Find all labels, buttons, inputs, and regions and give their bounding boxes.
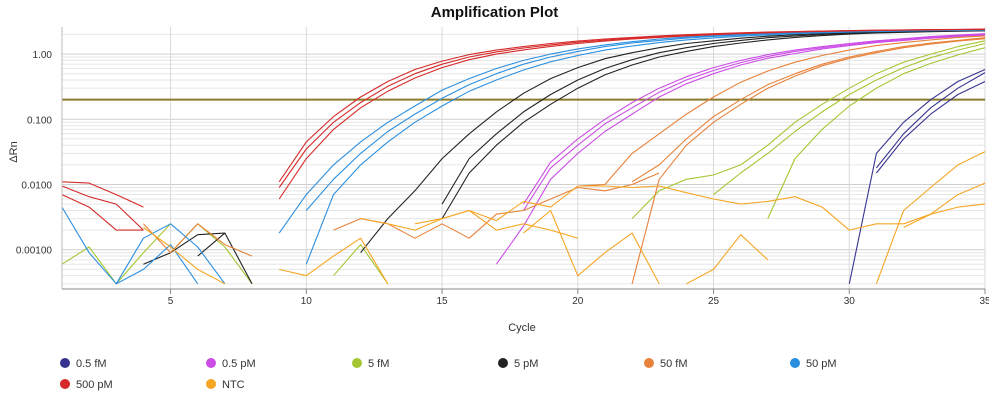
legend-item[interactable]: 500 pM: [60, 379, 113, 391]
curve-50-fm: [333, 172, 660, 239]
curve-ntc: [414, 185, 986, 231]
axes: 5 10 15 20 25 30 35 0.00100 0.0100 0.100 1.00: [16, 27, 989, 307]
legend-label: 50 fM: [660, 358, 688, 370]
legend-marker: [206, 358, 216, 368]
legend-item[interactable]: 0.5 pM: [206, 358, 256, 370]
legend-label: NTC: [222, 379, 245, 391]
legend-label: 0.5 fM: [76, 358, 107, 370]
y-axis-label: ΔRn: [8, 141, 20, 162]
legend-label: 5 fM: [368, 358, 390, 370]
gridlines: [62, 27, 986, 289]
curve-ntc: [279, 237, 389, 285]
curve-ntc: [686, 234, 769, 285]
legend-label: 0.5 pM: [222, 358, 256, 370]
legend-label: 5 pM: [514, 358, 539, 370]
curve-50-fm: [631, 38, 986, 284]
x-tick-label: 10: [301, 296, 313, 307]
curve-0-5-fm: [848, 68, 986, 284]
curve-5-fm: [333, 244, 389, 285]
x-tick-label: 20: [572, 296, 584, 307]
y-tick-label: 0.100: [27, 115, 52, 126]
curve-50-pm: [116, 244, 199, 285]
curve-50-fm: [142, 223, 253, 257]
legend-label: 50 pM: [806, 358, 837, 370]
curve-5-fm: [631, 40, 986, 219]
curve-500-pm: [61, 185, 144, 231]
curve-0-5-pm: [523, 33, 986, 211]
x-tick-label: 5: [168, 296, 174, 307]
curve-ntc: [875, 151, 986, 284]
curve-50-fm: [631, 37, 986, 183]
curve-50-pm: [305, 29, 986, 265]
legend-item[interactable]: 50 pM: [790, 358, 837, 370]
curve-500-pm: [61, 194, 144, 231]
legend-marker: [60, 358, 70, 368]
legend-marker: [352, 358, 362, 368]
legend-marker: [790, 358, 800, 368]
curve-0-5-fm: [875, 81, 986, 174]
curve-ntc: [523, 209, 660, 285]
legend-marker: [206, 379, 216, 389]
legend-item[interactable]: 5 fM: [352, 358, 389, 370]
curve-50-fm: [577, 35, 986, 187]
legend-marker: [60, 379, 70, 389]
legend-item[interactable]: 5 pM: [498, 358, 538, 370]
curve-500-pm: [278, 28, 986, 200]
curve-ntc: [903, 182, 986, 228]
curve-5-fm: [767, 47, 986, 219]
y-tick-label: 0.0100: [21, 181, 52, 192]
legend-item[interactable]: 50 fM: [644, 358, 688, 370]
curve-ntc: [143, 226, 226, 285]
curve-500-pm: [61, 181, 144, 208]
curve-5-pm: [441, 30, 986, 219]
curve-5-fm: [170, 223, 253, 285]
curve-50-pm: [61, 206, 226, 285]
x-axis-label: Cycle: [508, 322, 536, 334]
x-tick-label: 35: [979, 296, 989, 307]
curve-0-5-pm: [495, 34, 986, 265]
legend-marker: [498, 358, 508, 368]
amplification-curves: [61, 28, 986, 285]
x-tick-label: 25: [708, 296, 720, 307]
y-tick-label: 1.00: [33, 50, 53, 61]
x-tick-label: 15: [436, 296, 448, 307]
x-tick-label: 30: [844, 296, 856, 307]
legend-item[interactable]: NTC: [206, 379, 245, 391]
curve-0-5-fm: [875, 72, 986, 169]
legend-marker: [644, 358, 654, 368]
legend-label: 500 pM: [76, 379, 113, 391]
curve-ntc: [360, 209, 578, 239]
chart-title: Amplification Plot: [430, 4, 559, 21]
curve-0-5-pm: [523, 33, 986, 205]
legend-item[interactable]: 0.5 fM: [60, 358, 107, 370]
curve-5-pm: [197, 232, 253, 285]
y-tick-label: 0.00100: [16, 246, 53, 257]
curve-5-fm: [713, 42, 986, 196]
